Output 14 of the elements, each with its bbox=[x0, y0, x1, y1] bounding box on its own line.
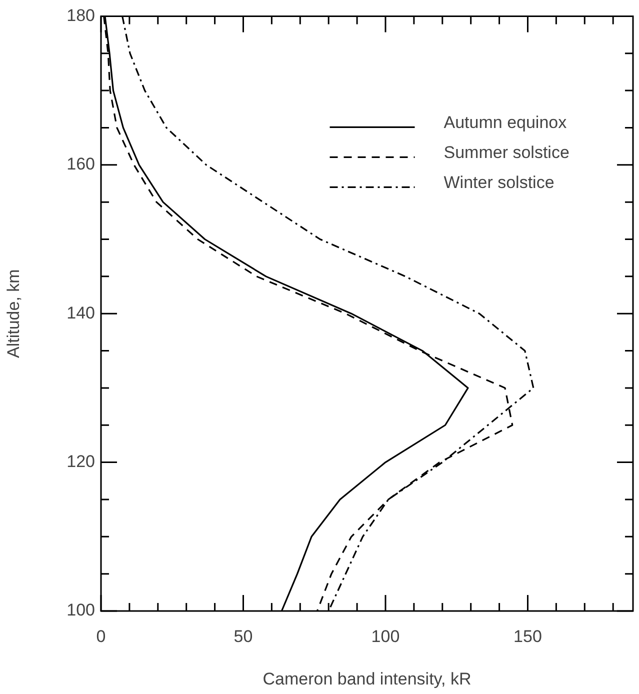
y-tick-label: 140 bbox=[66, 303, 95, 322]
y-tick-label: 180 bbox=[66, 6, 95, 25]
y-tick-label: 120 bbox=[66, 452, 95, 471]
x-tick-label: 0 bbox=[96, 626, 106, 646]
legend-label: Winter solstice bbox=[444, 172, 554, 192]
legend-label: Autumn equinox bbox=[444, 112, 568, 132]
x-tick-label: 150 bbox=[514, 626, 542, 646]
x-tick-label: 50 bbox=[234, 626, 253, 646]
legend-label: Summer solstice bbox=[444, 142, 570, 162]
y-axis-title: Altitude, km bbox=[4, 269, 23, 358]
y-tick-label: 100 bbox=[66, 600, 95, 620]
y-tick-label: 160 bbox=[66, 154, 95, 174]
x-axis-title: Cameron band intensity, kR bbox=[262, 669, 472, 688]
x-tick-label: 100 bbox=[371, 626, 400, 646]
